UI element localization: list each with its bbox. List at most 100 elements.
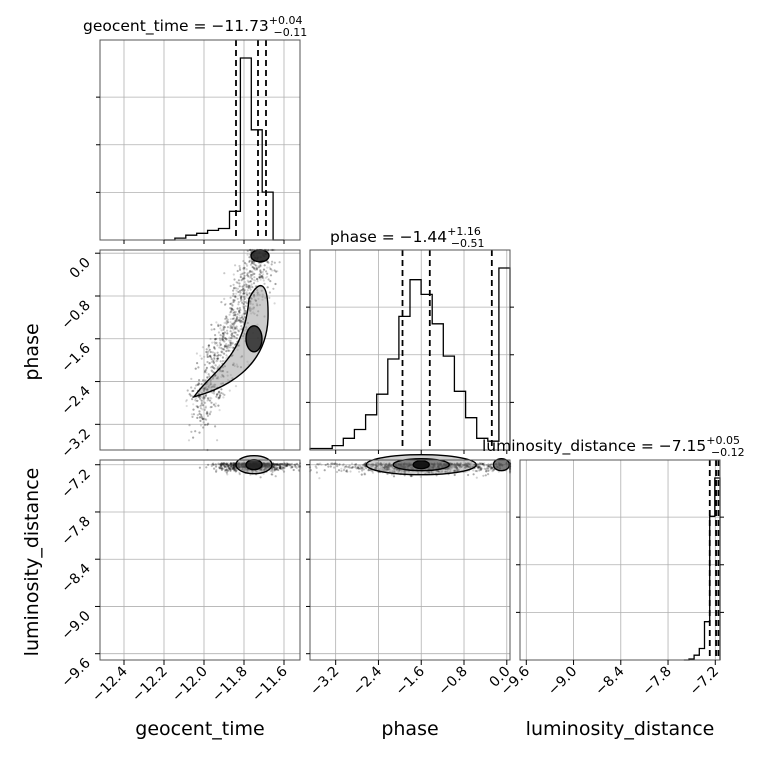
scatter-point bbox=[205, 418, 208, 421]
scatter-point bbox=[372, 463, 375, 466]
scatter-point bbox=[238, 318, 242, 321]
scatter-point bbox=[230, 309, 233, 313]
scatter-point bbox=[207, 422, 210, 425]
scatter-point bbox=[225, 319, 228, 322]
scatter-point bbox=[249, 280, 252, 283]
scatter-point bbox=[227, 464, 230, 467]
scatter-point bbox=[220, 463, 223, 466]
scatter-point bbox=[266, 464, 269, 467]
scatter-point bbox=[268, 266, 271, 269]
scatter-point bbox=[367, 469, 370, 472]
scatter-point bbox=[353, 463, 356, 466]
scatter-point bbox=[225, 345, 229, 348]
scatter-point bbox=[297, 468, 300, 472]
scatter-point bbox=[218, 393, 221, 396]
scatter-point bbox=[240, 325, 243, 328]
scatter-point bbox=[235, 292, 238, 295]
scatter-point bbox=[259, 476, 262, 479]
scatter-point bbox=[454, 466, 457, 469]
scatter-point bbox=[200, 416, 203, 419]
scatter-point bbox=[239, 289, 242, 292]
scatter-point bbox=[219, 462, 222, 466]
scatter-point bbox=[241, 462, 244, 465]
scatter-point bbox=[450, 462, 453, 465]
scatter-point bbox=[262, 273, 265, 276]
scatter-point bbox=[266, 466, 269, 469]
scatter-point bbox=[239, 321, 242, 324]
scatter-point bbox=[272, 464, 275, 467]
scatter-point bbox=[219, 324, 222, 327]
scatter-point bbox=[376, 462, 379, 465]
scatter-point bbox=[236, 319, 239, 322]
scatter-point bbox=[206, 423, 209, 426]
histogram-geocent-time bbox=[164, 57, 284, 241]
scatter-point bbox=[239, 328, 242, 331]
histogram-luminosity-distance bbox=[683, 477, 721, 661]
scatter-point bbox=[427, 470, 431, 473]
scatter-point bbox=[220, 462, 224, 465]
scatter-point bbox=[243, 312, 246, 315]
scatter-point bbox=[229, 341, 233, 345]
scatter-point bbox=[200, 357, 203, 360]
scatter-point bbox=[316, 463, 319, 466]
scatter-point bbox=[221, 351, 224, 354]
scatter-point bbox=[198, 395, 201, 399]
scatter-point bbox=[216, 439, 219, 442]
scatter-point bbox=[231, 304, 234, 307]
scatter-point bbox=[212, 403, 216, 406]
scatter-point bbox=[262, 464, 265, 467]
scatter-point bbox=[251, 266, 254, 269]
contour-inner bbox=[245, 459, 263, 471]
scatter-point bbox=[194, 384, 198, 387]
panel-frame bbox=[309, 459, 511, 661]
scatter-point bbox=[242, 260, 245, 263]
scatter-point bbox=[216, 366, 219, 369]
scatter-point bbox=[206, 411, 209, 414]
scatter-point bbox=[222, 327, 225, 330]
scatter-point bbox=[247, 284, 251, 287]
y-tick-label: −2.4 bbox=[58, 383, 93, 418]
scatter-point bbox=[243, 309, 247, 312]
scatter-point bbox=[229, 464, 232, 467]
scatter-point bbox=[363, 462, 366, 465]
scatter-point bbox=[469, 465, 472, 468]
scatter-point bbox=[222, 463, 225, 466]
scatter-point bbox=[242, 302, 245, 306]
scatter-point bbox=[202, 398, 205, 401]
scatter-point bbox=[243, 267, 246, 270]
scatter-point bbox=[232, 466, 235, 469]
scatter-point bbox=[387, 464, 391, 467]
scatter-point bbox=[444, 470, 447, 473]
scatter-point bbox=[269, 463, 272, 466]
scatter-point bbox=[379, 467, 382, 470]
scatter-point bbox=[231, 464, 234, 467]
scatter-point bbox=[403, 471, 406, 475]
scatter-point bbox=[487, 464, 490, 467]
scatter-point bbox=[250, 275, 253, 278]
scatter-point bbox=[239, 309, 242, 312]
scatter-point bbox=[225, 343, 228, 346]
scatter-point bbox=[449, 466, 452, 469]
scatter-point bbox=[242, 287, 245, 290]
scatter-point bbox=[232, 467, 235, 470]
scatter-point bbox=[211, 365, 214, 368]
scatter-point bbox=[229, 462, 232, 465]
scatter-point bbox=[285, 464, 288, 467]
scatter-point bbox=[490, 466, 493, 469]
scatter-point bbox=[219, 465, 223, 468]
scatter-point bbox=[410, 474, 413, 478]
scatter-point bbox=[238, 268, 242, 271]
scatter-point bbox=[212, 361, 215, 364]
scatter-point bbox=[226, 332, 229, 335]
scatter-point bbox=[239, 291, 242, 294]
contour-layer bbox=[192, 249, 511, 476]
scatter-point bbox=[236, 462, 239, 465]
scatter-point bbox=[291, 462, 294, 465]
scatter-point bbox=[242, 464, 245, 467]
scatter-point bbox=[363, 473, 366, 476]
scatter-point bbox=[220, 350, 223, 353]
scatter-point bbox=[221, 348, 224, 351]
scatter-point bbox=[361, 469, 364, 472]
scatter-point bbox=[205, 412, 208, 415]
scatter-point bbox=[268, 464, 271, 467]
